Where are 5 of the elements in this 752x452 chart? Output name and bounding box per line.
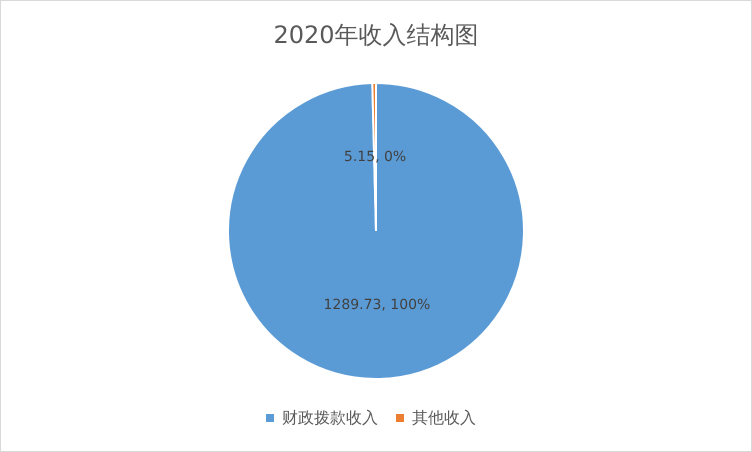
legend-label: 财政拨款收入 [282, 408, 378, 427]
data-label: 1289.73, 100% [324, 296, 430, 313]
legend-label: 其他收入 [412, 408, 476, 427]
pie-slice [227, 82, 525, 380]
chart-title: 2020年收入结构图 [273, 21, 479, 49]
